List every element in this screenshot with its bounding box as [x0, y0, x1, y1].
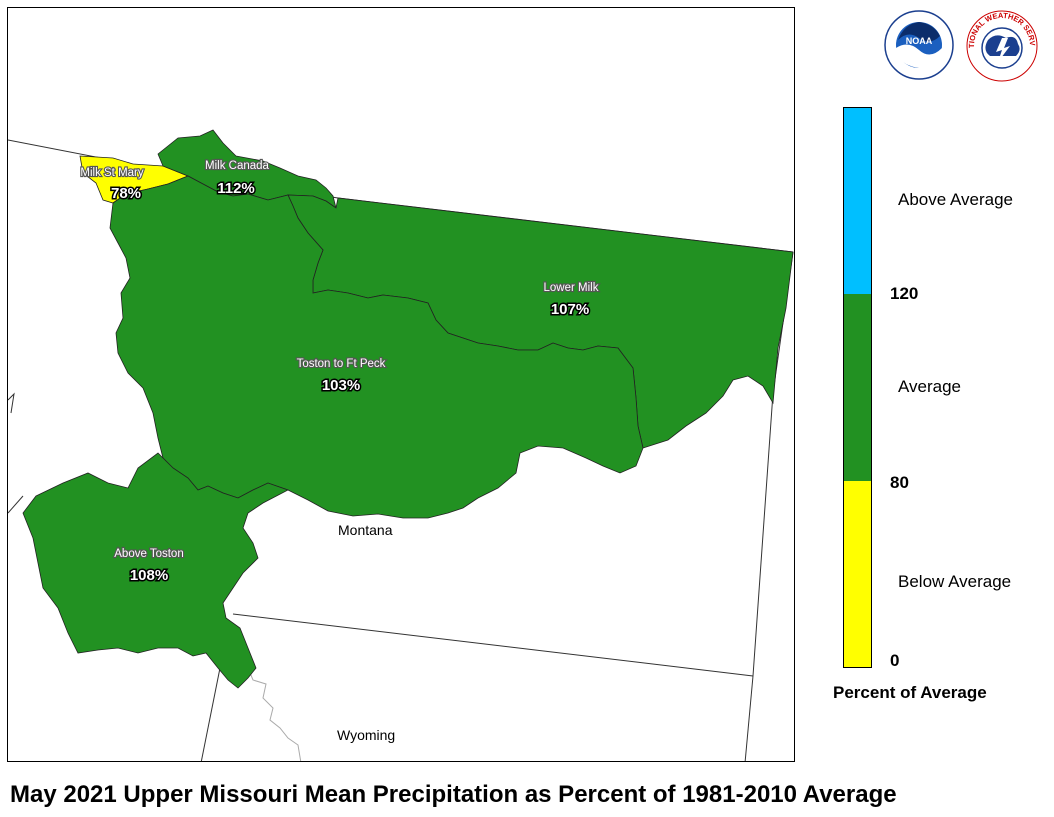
basin-label-above-toston: Above Toston — [114, 548, 183, 560]
montana-wyoming-border-line — [232, 613, 754, 677]
nws-logo-icon: NATIONAL WEATHER SERVICE — [963, 3, 1038, 82]
noaa-logo: NOAA — [884, 10, 954, 80]
basin-label-milk-canada: Milk Canada — [205, 160, 270, 172]
state-label-wyoming: Wyoming — [337, 727, 395, 743]
legend-tick-0: 0 — [890, 651, 900, 670]
montana-west-border-line — [8, 392, 15, 414]
legend-seg-below — [844, 481, 871, 667]
page-title: May 2021 Upper Missouri Mean Precipitati… — [10, 781, 897, 808]
legend-label-above: Above Average — [898, 190, 1013, 209]
nws-logo: NATIONAL WEATHER SERVICE — [963, 3, 1038, 82]
basin-value-milk-canada: 112% — [217, 180, 255, 197]
state-label-montana: Montana — [338, 522, 393, 538]
wyoming-east-border-line — [744, 675, 754, 761]
basin-above-toston[interactable] — [22, 452, 290, 689]
basin-value-above-toston: 108% — [130, 567, 168, 584]
basin-value-toston-ft-peck: 103% — [322, 377, 360, 394]
legend-seg-above — [844, 108, 871, 294]
map-svg: Milk St Mary 78% Milk Canada 112% Lower … — [8, 129, 794, 761]
idaho-border-line — [8, 495, 24, 514]
legend-label-below: Below Average — [898, 572, 1012, 591]
legend-label-average: Average — [898, 377, 962, 396]
basin-label-milk-st-mary: Milk St Mary — [80, 167, 144, 179]
wyoming-west-border-line — [200, 667, 221, 761]
map-frame: Milk St Mary 78% Milk Canada 112% Lower … — [7, 7, 795, 762]
legend-title: Percent of Average — [833, 683, 987, 702]
basin-label-lower-milk: Lower Milk — [544, 282, 599, 294]
basin-value-lower-milk: 107% — [551, 301, 589, 318]
basin-label-toston-ft-peck: Toston to Ft Peck — [297, 358, 386, 370]
legend-tick-120: 120 — [890, 284, 919, 303]
legend-tick-80: 80 — [890, 473, 909, 492]
yellowstone-boundary-line — [247, 667, 302, 761]
noaa-logo-text: NOAA — [906, 36, 933, 46]
legend-color-bar — [843, 107, 872, 668]
legend-seg-average — [844, 294, 871, 481]
basin-value-milk-st-mary: 78% — [111, 185, 141, 202]
noaa-logo-icon: NOAA — [884, 10, 954, 80]
